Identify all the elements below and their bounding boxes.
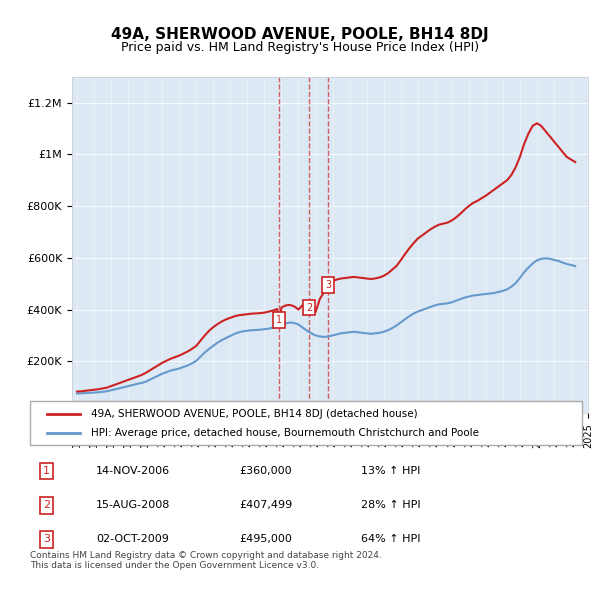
FancyBboxPatch shape <box>30 401 582 445</box>
Text: £407,499: £407,499 <box>240 500 293 510</box>
Text: 3: 3 <box>43 535 50 544</box>
Text: Price paid vs. HM Land Registry's House Price Index (HPI): Price paid vs. HM Land Registry's House … <box>121 41 479 54</box>
Text: 2: 2 <box>43 500 50 510</box>
Text: HPI: Average price, detached house, Bournemouth Christchurch and Poole: HPI: Average price, detached house, Bour… <box>91 428 479 438</box>
Text: 28% ↑ HPI: 28% ↑ HPI <box>361 500 421 510</box>
Text: £360,000: £360,000 <box>240 466 292 476</box>
Text: 64% ↑ HPI: 64% ↑ HPI <box>361 535 421 544</box>
Text: 2: 2 <box>306 303 312 313</box>
Text: This data is licensed under the Open Government Licence v3.0.: This data is licensed under the Open Gov… <box>30 560 319 569</box>
Text: 3: 3 <box>325 280 331 290</box>
Text: 1: 1 <box>43 466 50 476</box>
Text: 49A, SHERWOOD AVENUE, POOLE, BH14 8DJ (detached house): 49A, SHERWOOD AVENUE, POOLE, BH14 8DJ (d… <box>91 409 418 418</box>
Text: 02-OCT-2009: 02-OCT-2009 <box>96 535 169 544</box>
Text: 14-NOV-2006: 14-NOV-2006 <box>96 466 170 476</box>
Text: Contains HM Land Registry data © Crown copyright and database right 2024.: Contains HM Land Registry data © Crown c… <box>30 550 382 559</box>
Text: 13% ↑ HPI: 13% ↑ HPI <box>361 466 421 476</box>
Text: 15-AUG-2008: 15-AUG-2008 <box>96 500 170 510</box>
Text: £495,000: £495,000 <box>240 535 293 544</box>
Text: 1: 1 <box>276 315 283 325</box>
Text: 49A, SHERWOOD AVENUE, POOLE, BH14 8DJ: 49A, SHERWOOD AVENUE, POOLE, BH14 8DJ <box>111 27 489 41</box>
